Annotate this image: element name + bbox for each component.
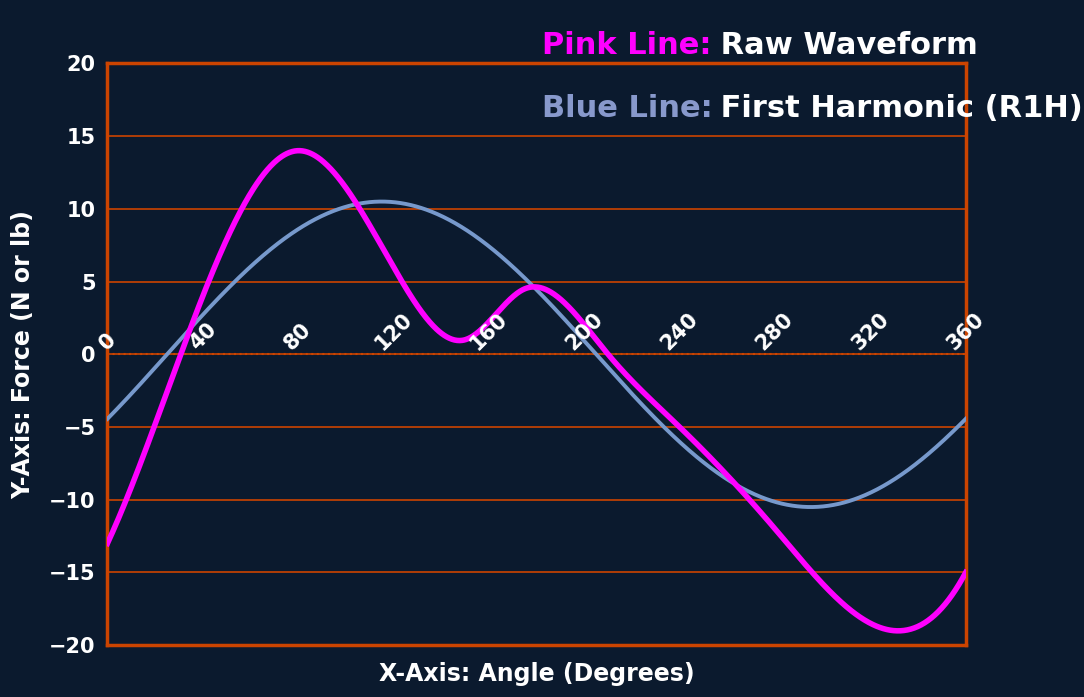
Text: 0: 0 — [95, 330, 119, 354]
Y-axis label: Y-Axis: Force (N or lb): Y-Axis: Force (N or lb) — [11, 210, 35, 499]
Text: 160: 160 — [466, 309, 512, 354]
Text: Blue Line:: Blue Line: — [542, 94, 713, 123]
X-axis label: X-Axis: Angle (Degrees): X-Axis: Angle (Degrees) — [378, 662, 695, 686]
Text: 80: 80 — [281, 320, 315, 354]
Text: 360: 360 — [943, 309, 989, 354]
Text: 200: 200 — [562, 309, 607, 354]
Text: 40: 40 — [185, 320, 220, 354]
Text: Pink Line:: Pink Line: — [542, 31, 711, 61]
Text: First Harmonic (R1H): First Harmonic (R1H) — [710, 94, 1083, 123]
Text: 240: 240 — [657, 309, 702, 354]
Text: 280: 280 — [752, 309, 798, 354]
Text: Raw Waveform: Raw Waveform — [710, 31, 978, 61]
Text: 120: 120 — [371, 309, 416, 354]
Text: 320: 320 — [848, 309, 893, 354]
